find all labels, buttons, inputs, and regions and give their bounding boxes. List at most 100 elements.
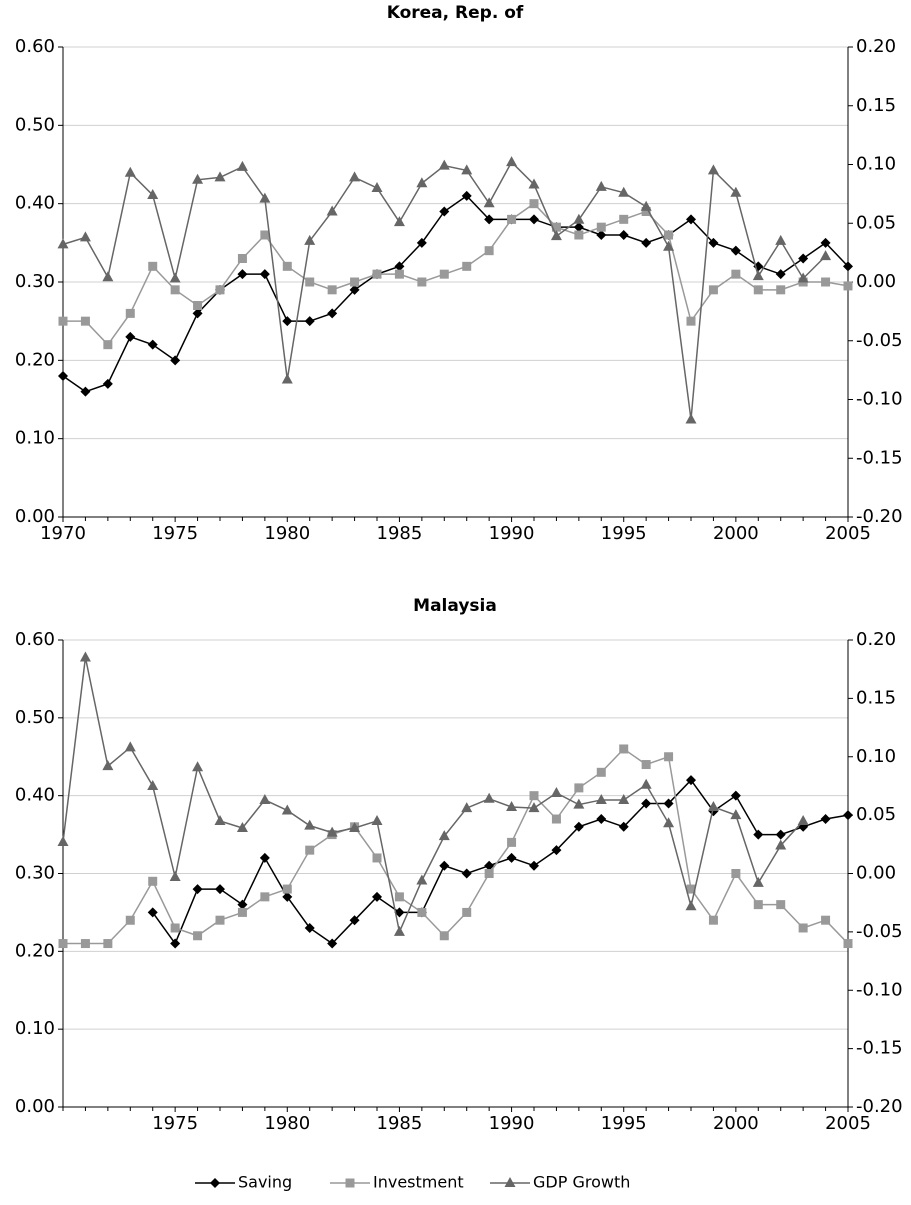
x-tick-label: 2005 (825, 523, 871, 544)
x-tick-label: 1985 (377, 1113, 423, 1134)
marker (125, 308, 135, 318)
marker (775, 829, 786, 840)
marker (439, 860, 450, 871)
marker (304, 316, 315, 327)
marker (327, 938, 338, 949)
marker (371, 182, 383, 192)
y-tick-label: 0.30 (15, 863, 55, 884)
marker (528, 178, 540, 189)
marker (215, 285, 225, 295)
y-tick-label: 0.20 (15, 349, 55, 370)
x-tick-label: 1980 (264, 1113, 310, 1134)
y2-tick-label: -0.15 (856, 447, 903, 468)
marker (619, 744, 629, 754)
marker (685, 900, 697, 911)
marker (79, 231, 91, 242)
marker (417, 907, 427, 917)
marker (618, 793, 630, 804)
marker (305, 845, 315, 855)
marker (394, 269, 404, 279)
y-tick-label: 0.10 (15, 1018, 55, 1039)
marker (752, 270, 764, 281)
marker (417, 277, 427, 287)
marker (349, 284, 360, 295)
marker (326, 826, 338, 837)
marker (439, 931, 449, 941)
marker (214, 171, 226, 182)
marker (619, 214, 629, 224)
marker (574, 783, 584, 793)
marker (461, 164, 473, 175)
marker (596, 222, 606, 232)
chart-title: Malaysia (413, 596, 497, 616)
marker (776, 900, 786, 910)
y-tick-label: 0.40 (15, 785, 55, 806)
marker (574, 230, 584, 240)
y2-tick-label: -0.05 (856, 921, 903, 942)
marker (147, 339, 158, 350)
marker (663, 798, 674, 809)
marker (125, 331, 136, 342)
marker (707, 164, 719, 175)
y2-tick-label: 0.05 (856, 804, 896, 825)
x-tick-label: 1985 (377, 523, 423, 544)
marker (192, 173, 204, 184)
legend-label: GDP Growth (533, 1173, 630, 1192)
x-tick-label: 1990 (489, 523, 535, 544)
marker (686, 214, 696, 225)
marker (193, 301, 203, 310)
marker (282, 261, 292, 271)
marker (327, 285, 337, 295)
x-tick-label: 1980 (264, 523, 310, 544)
y-tick-label: 0.50 (15, 114, 55, 135)
marker (595, 793, 607, 804)
marker (797, 814, 809, 825)
marker (506, 800, 518, 811)
marker (506, 156, 518, 167)
marker (237, 907, 247, 917)
marker (438, 830, 450, 841)
x-tick-label: 1990 (489, 1113, 535, 1134)
x-tick-label: 1975 (152, 1113, 198, 1134)
marker (504, 1177, 516, 1187)
marker (708, 237, 719, 248)
x-tick-label: 1975 (152, 523, 198, 544)
marker (730, 186, 742, 197)
marker (214, 814, 226, 825)
marker (596, 230, 607, 240)
marker (237, 254, 247, 263)
marker (416, 874, 428, 885)
marker (821, 915, 831, 925)
y2-tick-label: -0.10 (856, 979, 903, 1000)
y2-tick-label: 0.10 (856, 746, 896, 767)
marker (281, 804, 293, 815)
marker (730, 809, 742, 820)
y2-tick-label: 0.15 (856, 687, 896, 708)
marker (102, 271, 114, 282)
marker (304, 819, 316, 830)
y2-tick-label: -0.10 (856, 389, 903, 410)
series-line (62, 194, 849, 393)
marker (640, 200, 652, 211)
y2-tick-label: -0.15 (856, 1038, 903, 1059)
marker (192, 884, 203, 895)
marker (618, 230, 629, 240)
series-line (62, 657, 804, 935)
y2-tick-label: 0.00 (856, 271, 896, 292)
marker (573, 213, 585, 224)
marker (731, 869, 741, 878)
marker (843, 281, 853, 291)
marker (528, 802, 540, 813)
marker (125, 915, 135, 925)
marker (483, 792, 495, 803)
y2-tick-label: 0.20 (856, 36, 896, 57)
x-tick-label: 1995 (601, 523, 647, 544)
marker (282, 316, 293, 327)
marker (259, 269, 270, 280)
y2-tick-label: 0.05 (856, 212, 896, 233)
y-tick-label: 0.60 (15, 629, 55, 650)
marker (730, 790, 741, 801)
marker (170, 938, 181, 949)
marker (170, 923, 180, 933)
